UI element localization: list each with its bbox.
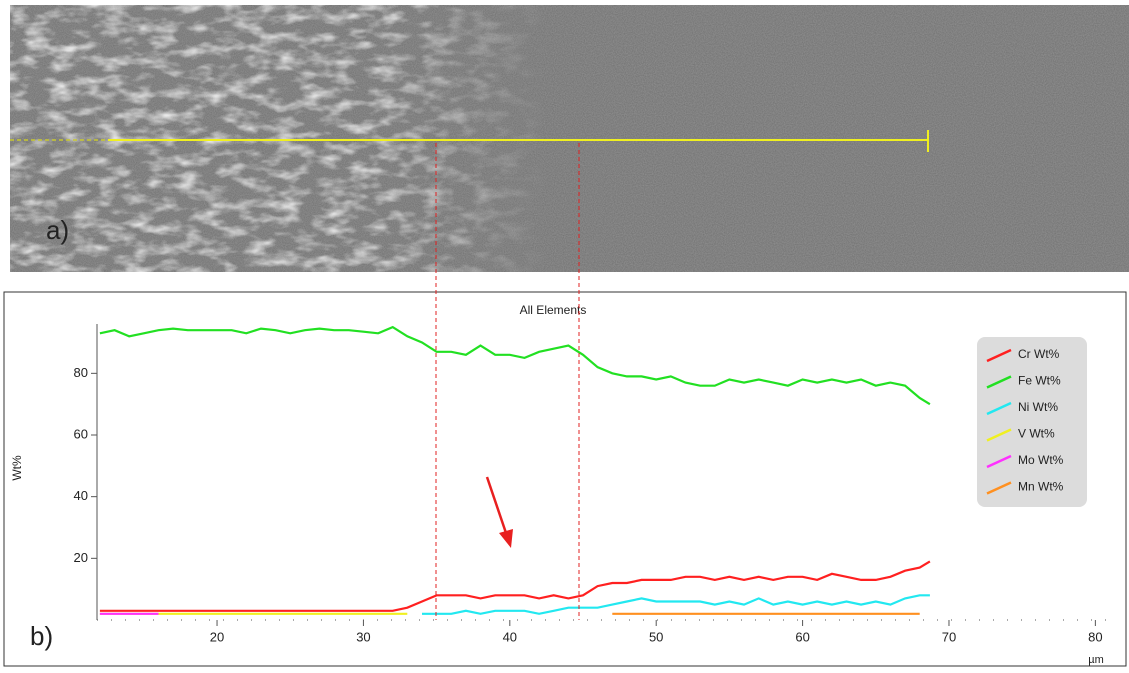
y-tick-label: 80 <box>74 365 88 380</box>
annotations <box>435 143 580 620</box>
x-tick-label: 40 <box>503 629 517 644</box>
chart-title: All Elements <box>520 303 587 317</box>
x-tick-label: 80 <box>1088 629 1102 644</box>
plot: 20 40 60 80 20 30 40 50 60 70 80 Cr Wt% Fe Wt% Ni Wt%… <box>74 324 1110 644</box>
legend-swatch <box>986 348 1012 363</box>
legend-label: Mn Wt% <box>1018 480 1064 494</box>
panel-label: b) <box>30 621 53 651</box>
y-tick-label: 60 <box>74 426 88 441</box>
x-tick-label: 30 <box>356 629 370 644</box>
x-axis-label: µm <box>1088 654 1104 666</box>
x-tick-label: 60 <box>795 629 809 644</box>
sem-image <box>10 5 1129 272</box>
data-line <box>99 560 931 612</box>
legend-swatch <box>986 481 1012 495</box>
y-tick-label: 40 <box>74 488 88 503</box>
x-tick-label: 70 <box>942 629 956 644</box>
panel-label: a) <box>46 215 69 245</box>
chart-frame <box>3 291 1127 667</box>
data-line <box>99 325 931 406</box>
legend-swatch <box>986 401 1012 416</box>
legend-label: V Wt% <box>1018 427 1055 441</box>
x-tick-label: 50 <box>649 629 663 644</box>
y-tick-label: 20 <box>74 550 88 565</box>
y-axis-label: Wt% <box>10 455 24 481</box>
legend-label: Cr Wt% <box>1018 347 1060 361</box>
legend-label: Mo Wt% <box>1018 453 1064 467</box>
legend-swatch <box>986 454 1012 469</box>
x-tick-label: 20 <box>210 629 224 644</box>
legend-label: Ni Wt% <box>1018 400 1058 414</box>
legend-swatch <box>986 428 1012 442</box>
data-line <box>422 594 930 615</box>
legend-label: Fe Wt% <box>1018 374 1061 388</box>
legend-swatch <box>986 375 1012 389</box>
